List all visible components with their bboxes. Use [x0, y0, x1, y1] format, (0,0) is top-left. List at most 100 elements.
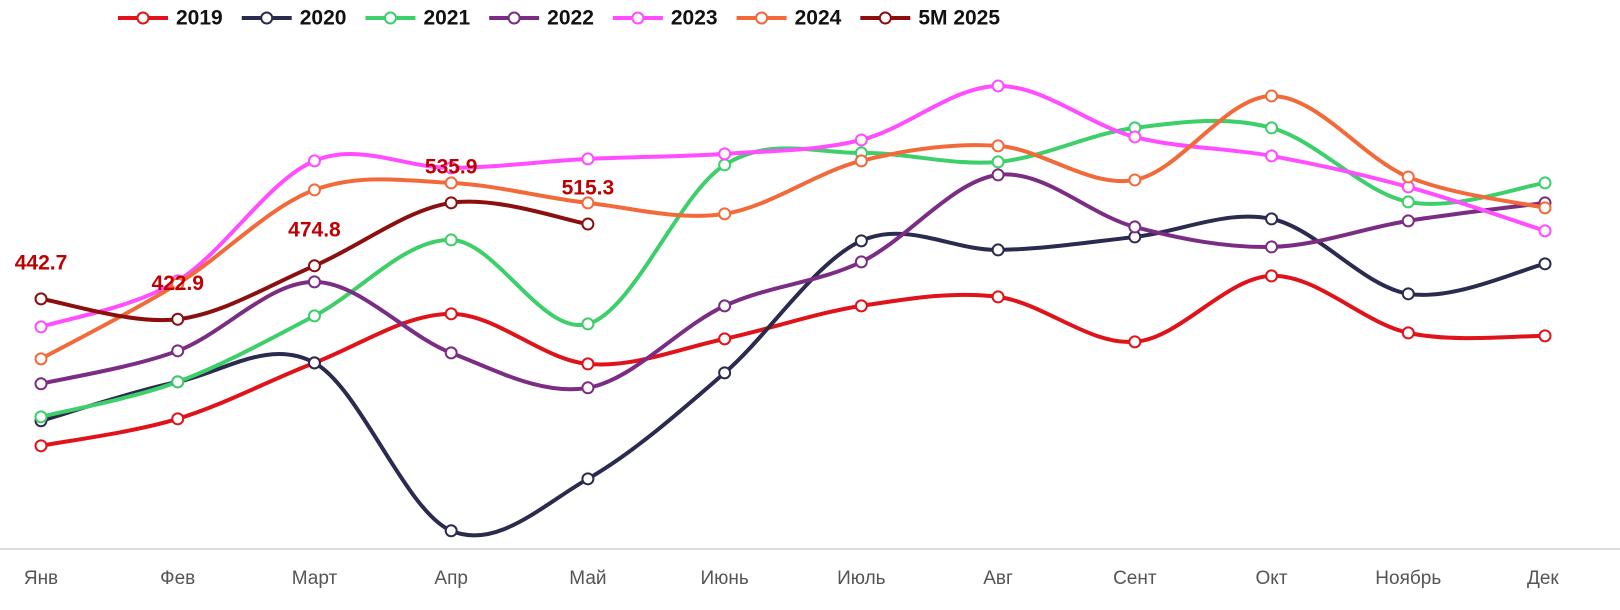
marker	[307, 356, 321, 370]
marker	[307, 259, 321, 273]
marker	[444, 233, 458, 247]
marker	[1265, 269, 1279, 283]
marker	[171, 312, 185, 326]
x-tick-label: Июнь	[700, 568, 748, 589]
marker	[1401, 170, 1415, 184]
marker	[1538, 176, 1552, 190]
marker	[581, 217, 595, 231]
marker	[854, 299, 868, 313]
marker	[1265, 121, 1279, 135]
marker	[444, 196, 458, 210]
marker	[854, 255, 868, 269]
legend-marker	[631, 11, 645, 25]
x-tick-label: Сент	[1113, 568, 1157, 589]
legend-label: 2020	[300, 7, 347, 30]
legend-marker	[260, 11, 274, 25]
marker	[307, 309, 321, 323]
marker	[1538, 257, 1552, 271]
x-tick-label: Май	[569, 568, 606, 589]
marker	[307, 154, 321, 168]
legend-marker	[878, 11, 892, 25]
marker	[991, 168, 1005, 182]
marker	[307, 183, 321, 197]
marker	[718, 332, 732, 346]
x-tick-label: Март	[292, 568, 338, 589]
series-line	[40, 93, 1546, 361]
marker	[171, 412, 185, 426]
legend-marker	[507, 11, 521, 25]
marker	[1128, 335, 1142, 349]
marker	[1128, 130, 1142, 144]
marker	[991, 155, 1005, 169]
marker	[854, 133, 868, 147]
marker	[444, 307, 458, 321]
marker	[444, 176, 458, 190]
marker	[581, 317, 595, 331]
marker	[718, 158, 732, 172]
marker	[171, 344, 185, 358]
marker	[1538, 224, 1552, 238]
marker	[854, 154, 868, 168]
marker	[1128, 173, 1142, 187]
marker	[991, 243, 1005, 257]
marker	[34, 352, 48, 366]
marker	[581, 357, 595, 371]
legend-label: 2019	[176, 7, 223, 30]
marker	[1401, 195, 1415, 209]
marker	[1401, 326, 1415, 340]
marker	[34, 320, 48, 334]
marker	[718, 299, 732, 313]
legend-marker	[136, 11, 150, 25]
data-label: 535.9	[425, 155, 478, 178]
marker	[1265, 240, 1279, 254]
marker	[444, 346, 458, 360]
marker	[718, 147, 732, 161]
marker	[1401, 287, 1415, 301]
legend-label: 2021	[423, 7, 470, 30]
data-label: 515.3	[562, 177, 615, 200]
x-tick-label: Дек	[1527, 568, 1559, 589]
marker	[34, 377, 48, 391]
marker	[34, 292, 48, 306]
legend-label: 2023	[671, 7, 718, 30]
x-tick-label: Окт	[1256, 568, 1288, 589]
legend-marker	[755, 11, 769, 25]
legend-label: 5M 2025	[918, 7, 1000, 30]
x-tick-label: Фев	[160, 568, 195, 589]
marker	[1128, 220, 1142, 234]
marker	[1538, 201, 1552, 215]
x-tick-label: Авг	[983, 568, 1013, 589]
marker	[581, 381, 595, 395]
marker	[1538, 329, 1552, 343]
marker	[718, 366, 732, 380]
marker	[1401, 214, 1415, 228]
marker	[1265, 212, 1279, 226]
marker	[171, 277, 185, 291]
x-tick-label: Июль	[837, 568, 886, 589]
marker	[991, 139, 1005, 153]
marker	[444, 524, 458, 538]
series-line	[40, 273, 1546, 448]
marker	[854, 234, 868, 248]
marker	[718, 207, 732, 221]
legend-marker	[383, 11, 397, 25]
legend-label: 2024	[795, 7, 842, 30]
marker	[171, 375, 185, 389]
series-line	[40, 172, 1546, 392]
marker	[1265, 89, 1279, 103]
x-tick-label: Апр	[434, 568, 468, 589]
marker	[1265, 149, 1279, 163]
marker	[991, 79, 1005, 93]
data-label: 422.9	[151, 272, 204, 295]
data-label: 474.8	[288, 218, 341, 241]
legend-label: 2022	[547, 7, 594, 30]
marker	[991, 290, 1005, 304]
marker	[581, 152, 595, 166]
marker	[34, 410, 48, 424]
marker	[581, 196, 595, 210]
data-label: 442.7	[15, 251, 68, 274]
marker	[307, 275, 321, 289]
marker	[581, 472, 595, 486]
series-line	[40, 214, 1546, 538]
